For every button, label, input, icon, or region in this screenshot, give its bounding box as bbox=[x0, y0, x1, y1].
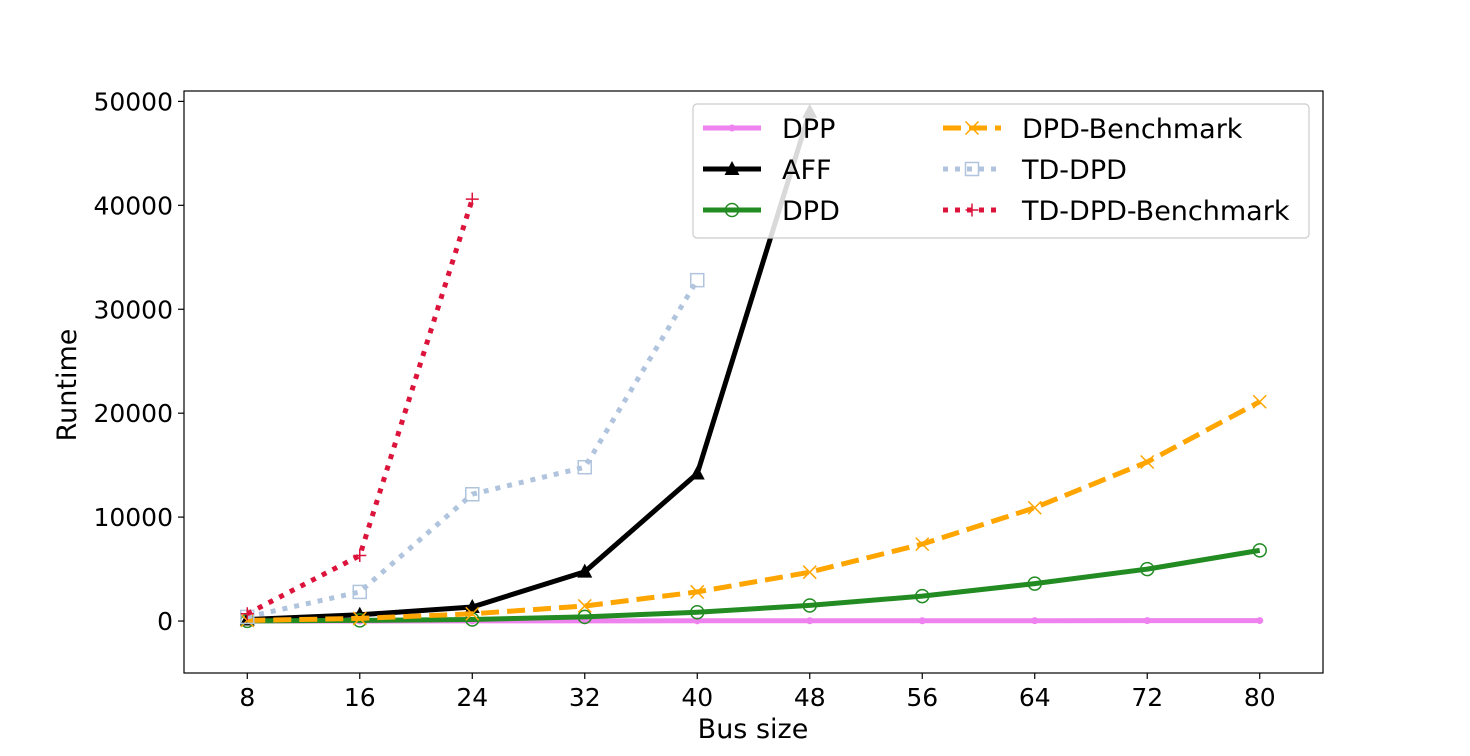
marker-square bbox=[690, 272, 705, 288]
y-axis-title: Runtime bbox=[52, 329, 83, 442]
marker-x bbox=[1027, 500, 1042, 515]
plot-area bbox=[239, 103, 1267, 629]
marker-dot bbox=[1143, 617, 1151, 625]
x-tick-label: 72 bbox=[1131, 683, 1163, 712]
marker-circle bbox=[724, 202, 740, 218]
legend-entry: DPD bbox=[703, 196, 840, 227]
series-td-dpd-benchmark bbox=[240, 192, 479, 621]
marker-x bbox=[802, 565, 817, 580]
marker-x bbox=[465, 606, 480, 621]
x-tick-label: 40 bbox=[681, 683, 713, 712]
legend-label: DPP bbox=[782, 114, 835, 145]
marker-plus bbox=[240, 607, 254, 621]
y-tick-label: 20000 bbox=[93, 399, 173, 428]
legend: DPP AFF DPD DPD-Benchmark TD-DPD TD-DPD-Bench… bbox=[692, 103, 1310, 239]
axes: 8 16 24 32 40 48 56 64 72 80 0 10000 20000 30000 40000… bbox=[93, 87, 1324, 712]
y-tick-label: 40000 bbox=[93, 191, 173, 220]
marker-x bbox=[964, 120, 980, 136]
legend-entry: TD-DPD bbox=[943, 155, 1127, 186]
series-line bbox=[247, 399, 1261, 623]
x-tick-label: 56 bbox=[906, 683, 938, 712]
marker-square bbox=[577, 459, 593, 475]
legend-label: TD-DPD-Benchmark bbox=[1021, 196, 1290, 227]
legend-box bbox=[692, 103, 1310, 239]
legend-label: DPD-Benchmark bbox=[1022, 114, 1243, 145]
marker-square bbox=[465, 486, 480, 502]
x-tick-label: 64 bbox=[1019, 683, 1051, 712]
legend-label: DPD bbox=[782, 196, 840, 227]
marker-plus bbox=[965, 203, 979, 217]
marker-x bbox=[577, 598, 592, 613]
marker-square bbox=[964, 161, 980, 177]
marker-dot bbox=[1256, 617, 1264, 625]
marker-triangle bbox=[724, 161, 740, 175]
y-tick-label: 30000 bbox=[93, 295, 173, 324]
marker-x bbox=[1252, 394, 1267, 409]
marker-circle bbox=[914, 588, 930, 604]
marker-dot bbox=[918, 617, 926, 625]
series-dpd-benchmark bbox=[240, 394, 1267, 628]
marker-plus bbox=[353, 549, 367, 563]
marker-dot bbox=[1031, 617, 1039, 625]
series-line bbox=[246, 198, 475, 617]
marker-dot bbox=[728, 124, 736, 132]
x-tick-label: 32 bbox=[569, 683, 601, 712]
legend-label: AFF bbox=[782, 155, 832, 186]
marker-circle bbox=[577, 609, 593, 625]
y-tick-label: 0 bbox=[157, 607, 173, 636]
marker-dot bbox=[806, 617, 814, 625]
legend-entry: DPD-Benchmark bbox=[943, 114, 1243, 145]
marker-x bbox=[352, 611, 367, 626]
marker-x bbox=[915, 537, 930, 552]
marker-square bbox=[352, 584, 368, 600]
marker-x bbox=[690, 584, 705, 599]
series-td-dpd bbox=[240, 272, 705, 625]
legend-label: TD-DPD bbox=[1021, 155, 1127, 186]
marker-circle bbox=[1252, 543, 1267, 558]
marker-plus bbox=[465, 192, 479, 206]
marker-x bbox=[1140, 454, 1155, 470]
x-tick-label: 8 bbox=[239, 683, 255, 712]
marker-circle bbox=[802, 598, 817, 613]
marker-circle bbox=[1139, 561, 1155, 577]
legend-entry: DPP bbox=[703, 114, 835, 145]
marker-triangle bbox=[577, 563, 593, 578]
x-tick-label: 24 bbox=[456, 683, 488, 712]
plot-frame bbox=[183, 90, 1324, 674]
legend-entry: AFF bbox=[703, 155, 832, 186]
x-tick-label: 80 bbox=[1244, 683, 1276, 712]
series-line bbox=[246, 278, 700, 620]
marker-circle bbox=[1027, 576, 1042, 591]
marker-circle bbox=[690, 604, 705, 620]
series-line bbox=[247, 111, 813, 622]
series-group bbox=[239, 103, 1267, 629]
y-tick-label: 50000 bbox=[93, 87, 173, 116]
y-tick-label: 10000 bbox=[93, 503, 173, 532]
series-line bbox=[247, 547, 1261, 624]
x-axis-title: Bus size bbox=[698, 714, 809, 745]
x-tick-label: 16 bbox=[344, 683, 376, 712]
x-tick-label: 48 bbox=[794, 683, 826, 712]
legend-entry: TD-DPD-Benchmark bbox=[943, 196, 1290, 227]
marker-triangle bbox=[689, 465, 705, 480]
